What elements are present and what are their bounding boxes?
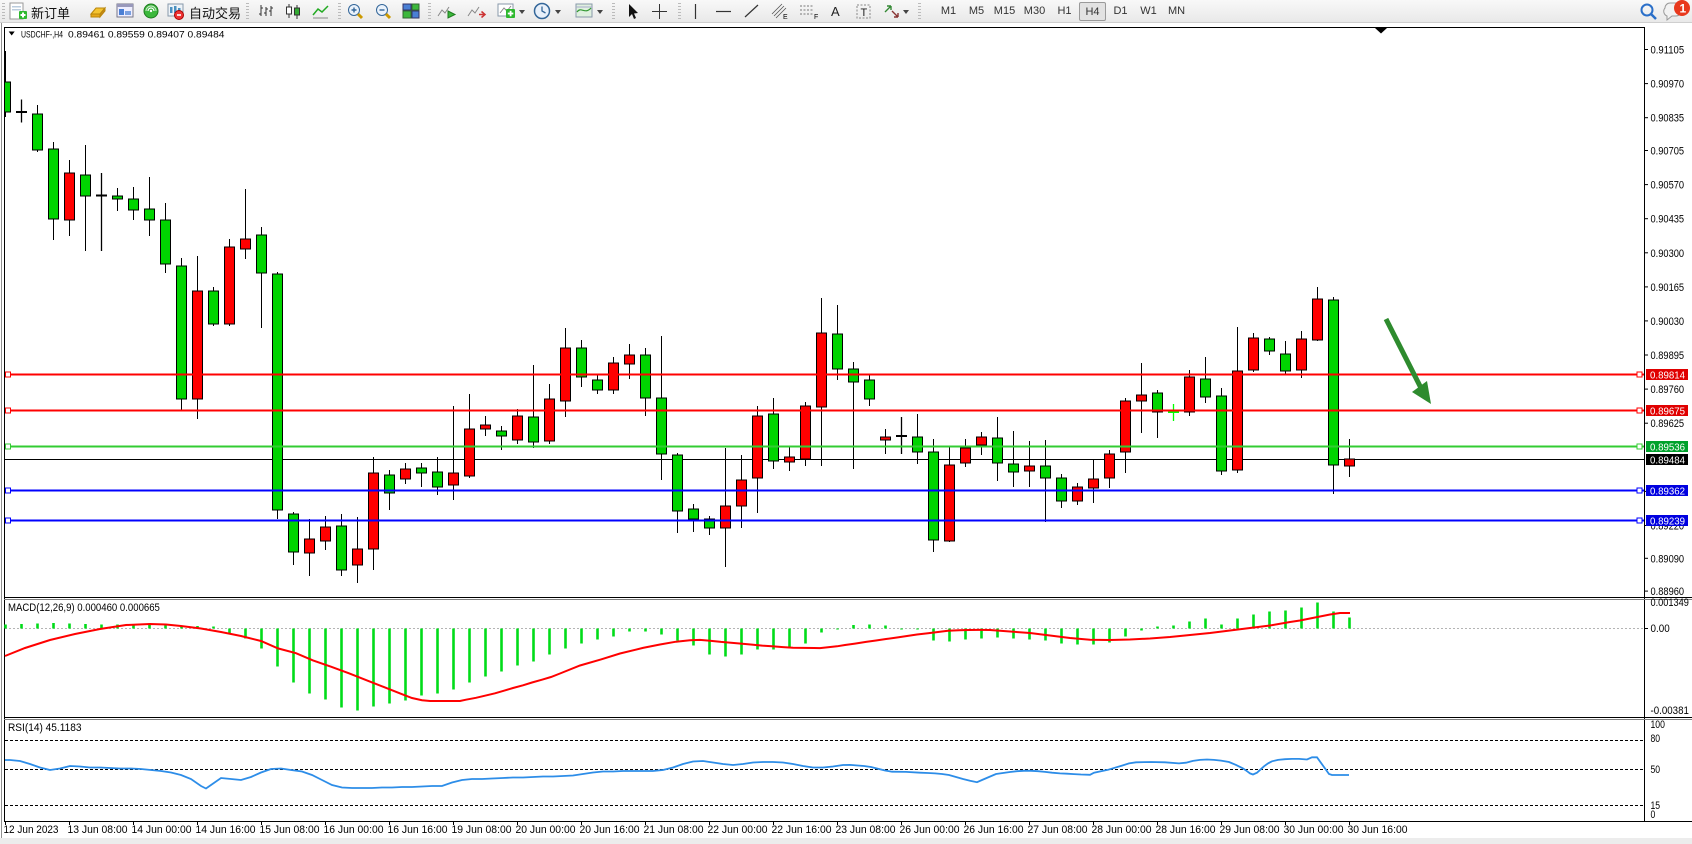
svg-text:22 Jun 16:00: 22 Jun 16:00 — [772, 824, 832, 836]
svg-text:0.89536: 0.89536 — [1650, 442, 1685, 454]
svg-text:MACD(12,26,9) 0.000460 0.00066: MACD(12,26,9) 0.000460 0.000665 — [8, 602, 160, 614]
svg-text:26 Jun 00:00: 26 Jun 00:00 — [900, 824, 960, 836]
svg-text:0.90030: 0.90030 — [1651, 316, 1685, 328]
svg-text:0.90705: 0.90705 — [1651, 146, 1685, 158]
svg-text:21 Jun 08:00: 21 Jun 08:00 — [644, 824, 704, 836]
svg-text:F: F — [814, 14, 818, 21]
svg-text:0.00: 0.00 — [1651, 623, 1670, 635]
svg-text:0.89090: 0.89090 — [1651, 553, 1685, 565]
svg-text:28 Jun 00:00: 28 Jun 00:00 — [1092, 824, 1152, 836]
svg-text:A: A — [831, 4, 840, 19]
svg-text:0.89625: 0.89625 — [1651, 418, 1685, 430]
svg-text:0.90165: 0.90165 — [1651, 282, 1685, 294]
svg-text:0.89461 0.89559 0.89407 0.8948: 0.89461 0.89559 0.89407 0.89484 — [68, 30, 225, 41]
svg-text:RSI(14) 45.1183: RSI(14) 45.1183 — [8, 722, 82, 734]
svg-text:80: 80 — [1651, 733, 1661, 745]
svg-text:0: 0 — [1651, 809, 1656, 821]
svg-text:30 Jun 00:00: 30 Jun 00:00 — [1284, 824, 1344, 836]
svg-text:-0.00381: -0.00381 — [1651, 705, 1689, 717]
svg-text:15 Jun 08:00: 15 Jun 08:00 — [260, 824, 320, 836]
svg-text:0.89239: 0.89239 — [1650, 516, 1685, 528]
svg-text:0.89484: 0.89484 — [1650, 455, 1685, 467]
svg-text:1: 1 — [1680, 2, 1687, 16]
svg-text:30 Jun 16:00: 30 Jun 16:00 — [1348, 824, 1408, 836]
svg-text:13 Jun 08:00: 13 Jun 08:00 — [68, 824, 128, 836]
svg-text:0.89675: 0.89675 — [1650, 406, 1685, 418]
svg-text:100: 100 — [1651, 719, 1665, 731]
svg-text:26 Jun 16:00: 26 Jun 16:00 — [964, 824, 1024, 836]
svg-text:E: E — [783, 14, 788, 21]
svg-text:0.89814: 0.89814 — [1650, 370, 1685, 382]
svg-text:0.88960: 0.88960 — [1651, 586, 1685, 598]
svg-text:19 Jun 08:00: 19 Jun 08:00 — [452, 824, 512, 836]
svg-text:12 Jun 2023: 12 Jun 2023 — [4, 824, 59, 836]
svg-text:T: T — [861, 7, 868, 19]
svg-text:28 Jun 16:00: 28 Jun 16:00 — [1156, 824, 1216, 836]
svg-text:0.90435: 0.90435 — [1651, 214, 1685, 226]
svg-text:27 Jun 08:00: 27 Jun 08:00 — [1028, 824, 1088, 836]
svg-text:20 Jun 16:00: 20 Jun 16:00 — [580, 824, 640, 836]
svg-text:0.90300: 0.90300 — [1651, 248, 1685, 260]
svg-text:USDCHF-,H4: USDCHF-,H4 — [21, 30, 63, 41]
svg-text:50: 50 — [1651, 764, 1661, 776]
svg-text:14 Jun 00:00: 14 Jun 00:00 — [132, 824, 192, 836]
svg-text:29 Jun 08:00: 29 Jun 08:00 — [1220, 824, 1280, 836]
svg-text:23 Jun 08:00: 23 Jun 08:00 — [836, 824, 896, 836]
svg-text:15: 15 — [1651, 800, 1661, 812]
svg-text:0.89760: 0.89760 — [1651, 384, 1685, 396]
svg-text:22 Jun 00:00: 22 Jun 00:00 — [708, 824, 768, 836]
svg-text:14 Jun 16:00: 14 Jun 16:00 — [196, 824, 256, 836]
svg-text:0.89895: 0.89895 — [1651, 350, 1685, 362]
svg-text:0.001349: 0.001349 — [1651, 597, 1689, 609]
svg-text:0.90570: 0.90570 — [1651, 180, 1685, 192]
svg-text:20 Jun 00:00: 20 Jun 00:00 — [516, 824, 576, 836]
svg-text:0.90835: 0.90835 — [1651, 113, 1685, 125]
svg-text:0.90970: 0.90970 — [1651, 79, 1685, 91]
svg-text:0.91105: 0.91105 — [1651, 45, 1685, 57]
svg-text:16 Jun 16:00: 16 Jun 16:00 — [388, 824, 448, 836]
svg-text:16 Jun 00:00: 16 Jun 00:00 — [324, 824, 384, 836]
svg-text:0.89362: 0.89362 — [1650, 486, 1685, 498]
